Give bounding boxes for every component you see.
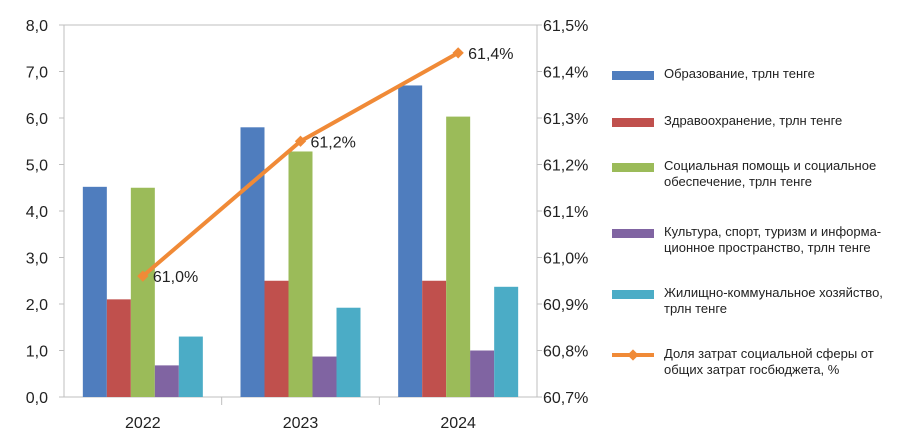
legend-label: Здравоохранение, трлн тенге: [664, 113, 843, 128]
bar-4: [312, 356, 337, 397]
x-axis-category-label: 2023: [283, 415, 319, 432]
legend-swatch: [612, 71, 654, 80]
right-axis-tick-label: 61,0%: [543, 251, 588, 268]
bar-5: [494, 286, 519, 397]
share-data-label: 61,4%: [468, 46, 513, 63]
legend-item: Социальная помощь и социальное обеспечен…: [612, 158, 917, 190]
bar-3: [130, 187, 155, 397]
legend-item: Жилищно-коммунальное хозяйство, трлн тен…: [612, 285, 917, 317]
legend-label: Социальная помощь и социальное обеспечен…: [664, 158, 877, 189]
legend-label: Образование, трлн тенге: [664, 66, 815, 81]
legend-swatch: [612, 229, 654, 238]
bar-5: [178, 336, 203, 397]
legend-swatch: [612, 348, 654, 362]
left-axis-tick-label: 4,0: [26, 204, 48, 221]
bar-2: [264, 280, 289, 397]
left-axis-tick-label: 6,0: [26, 111, 48, 128]
right-axis-tick-label: 61,4%: [543, 65, 588, 82]
bar-4: [470, 350, 495, 397]
share-line-point: [137, 270, 149, 282]
legend-item: Образование, трлн тенге: [612, 66, 917, 82]
bar-1: [82, 186, 107, 397]
right-axis-tick-label: 61,5%: [543, 18, 588, 35]
share-line-point: [294, 135, 307, 147]
bar-2: [422, 280, 447, 397]
share-data-label: 61,0%: [153, 269, 198, 286]
share-data-label: 61,2%: [311, 134, 356, 151]
right-axis-tick-label: 60,9%: [543, 297, 588, 314]
x-axis-category-label: 2024: [440, 415, 476, 432]
bar-4: [154, 365, 179, 397]
legend-label: Доля затрат социальной сферы от общих за…: [664, 346, 874, 377]
x-axis-category-label: 2022: [125, 415, 161, 432]
left-axis-tick-label: 8,0: [26, 18, 48, 35]
right-axis-tick-label: 60,8%: [543, 344, 588, 361]
bar-1: [398, 85, 423, 397]
left-axis-tick-label: 1,0: [26, 344, 48, 361]
bar-5: [336, 307, 361, 397]
legend-swatch: [612, 290, 654, 299]
right-axis-tick-label: 61,2%: [543, 158, 588, 175]
bar-1: [240, 127, 265, 398]
legend-swatch: [612, 118, 654, 127]
legend-item: Доля затрат социальной сферы от общих за…: [612, 346, 917, 378]
bar-2: [106, 299, 131, 397]
right-axis-tick-label: 61,3%: [543, 111, 588, 128]
right-axis-tick-label: 61,1%: [543, 204, 588, 221]
left-axis-tick-label: 2,0: [26, 297, 48, 314]
left-axis-tick-label: 3,0: [26, 251, 48, 268]
bar-3: [288, 151, 313, 397]
bar-3: [446, 116, 471, 397]
legend-label: Культура, спорт, туризм и информа- ционн…: [664, 224, 882, 255]
left-axis-tick-label: 0,0: [26, 390, 48, 407]
legend-item: Культура, спорт, туризм и информа- ционн…: [612, 224, 917, 256]
legend-label: Жилищно-коммунальное хозяйство, трлн тен…: [664, 285, 883, 316]
share-line-point: [452, 47, 464, 59]
legend-swatch: [612, 163, 654, 172]
right-axis-tick-label: 60,7%: [543, 390, 588, 407]
legend-item: Здравоохранение, трлн тенге: [612, 113, 917, 129]
left-axis-tick-label: 7,0: [26, 65, 48, 82]
left-axis-tick-label: 5,0: [26, 158, 48, 175]
